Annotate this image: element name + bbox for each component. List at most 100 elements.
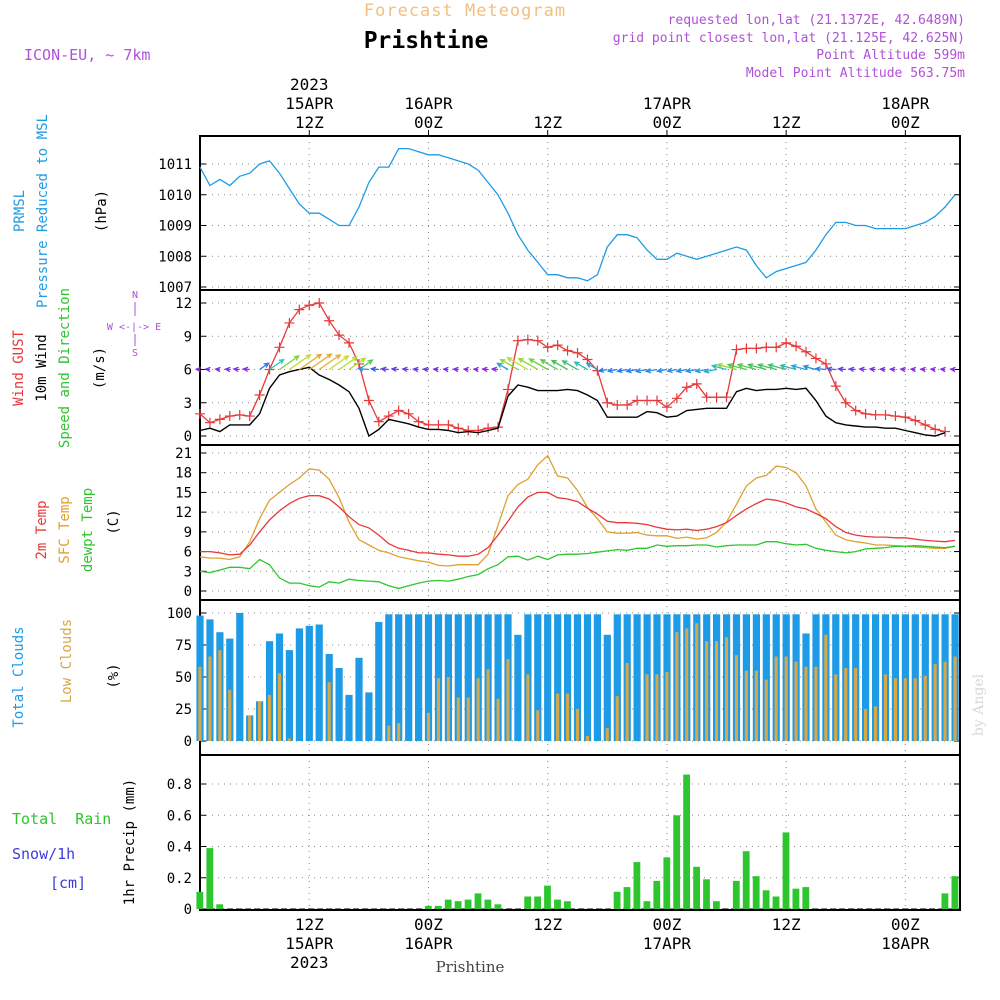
low-cloud-bar — [665, 671, 669, 741]
wind-direction-arrow — [949, 366, 956, 373]
total-cloud-bar — [375, 622, 383, 741]
gust-marker — [840, 397, 851, 408]
total-cloud-bar — [454, 614, 462, 741]
wind-ylabels: Wind GUST 10m Wind Speed and Direction (… — [11, 288, 161, 448]
total-cloud-bar — [762, 614, 770, 741]
gust-marker — [651, 395, 662, 406]
rain-bar — [673, 815, 681, 910]
total-cloud-bar — [236, 613, 244, 741]
wind-direction-arrow — [837, 366, 846, 372]
gust-marker — [612, 399, 623, 410]
low-cloud-bar — [814, 666, 818, 741]
rain-bar — [732, 880, 740, 909]
temperature-panel: 0 3 6 9 12 15 18 21 — [175, 444, 961, 601]
gust-marker — [661, 402, 672, 413]
total-cloud-bar — [514, 634, 522, 741]
gust-marker — [552, 340, 563, 351]
total-cloud-bar — [285, 650, 293, 741]
wind-direction-arrow — [585, 362, 598, 371]
wind-direction-arrow — [814, 366, 826, 372]
total-clouds-label: Total Clouds — [11, 626, 27, 727]
wind-direction-arrow — [411, 366, 419, 373]
low-cloud-bar — [675, 632, 679, 741]
gust-marker — [820, 358, 831, 369]
gust-marker — [890, 411, 901, 422]
footer-location: Prishtine — [436, 958, 505, 976]
total-cloud-bar — [395, 614, 403, 741]
gust-marker — [701, 392, 712, 403]
low-cloud-bar — [784, 656, 788, 741]
gust-marker — [850, 405, 861, 416]
top-time-label: 12Z — [533, 113, 562, 132]
wind-direction-arrow — [909, 366, 917, 373]
total-cloud-bar — [385, 614, 393, 741]
low-cloud-bar — [526, 674, 530, 741]
wind-direction-arrow — [432, 366, 439, 373]
total-cloud-bar — [901, 614, 909, 741]
wind-direction-arrow — [644, 367, 658, 374]
gust-marker — [771, 342, 782, 353]
y-tick-label: 12 — [175, 505, 192, 521]
y-tick-label: 0.2 — [167, 871, 192, 887]
total-cloud-bar — [593, 614, 601, 741]
total-cloud-bar — [862, 614, 870, 741]
gust-marker — [940, 426, 951, 437]
model-point-altitude: Model Point Altitude 563.75m — [746, 66, 965, 81]
rain-bar — [633, 862, 641, 909]
wind-direction-arrow — [298, 353, 323, 371]
y-tick-label: 15 — [175, 485, 192, 501]
gust-marker — [502, 384, 513, 395]
rain-bar — [802, 887, 810, 909]
rain-bar — [752, 876, 760, 909]
wind-direction-arrow — [356, 366, 369, 372]
gust-marker — [314, 298, 325, 308]
wind-direction-arrow — [481, 366, 489, 373]
bottom-time-label: 17APR — [643, 934, 692, 953]
low-cloud-bar — [277, 673, 281, 741]
gust-marker — [373, 416, 384, 427]
y-tick-label: 1009 — [158, 219, 192, 235]
rain-bar — [792, 888, 800, 909]
low-cloud-bar — [794, 661, 798, 741]
y-tick-label: 75 — [175, 638, 192, 654]
rain-bar — [424, 905, 432, 909]
low-cloud-bar — [734, 655, 738, 741]
gust-marker — [214, 414, 225, 425]
rain-bar — [663, 857, 671, 909]
panel-frame — [199, 289, 961, 446]
total-cloud-bar — [464, 614, 472, 741]
y-tick-label: 12 — [175, 296, 192, 312]
rain-bar — [554, 899, 561, 909]
low-cloud-bar — [208, 656, 212, 741]
gust-marker — [781, 337, 792, 348]
low-cloud-bar — [913, 678, 917, 741]
wind-direction-arrow — [606, 367, 618, 374]
low-cloud-bar — [804, 666, 808, 741]
bottom-time-label: 00Z — [652, 915, 681, 934]
low-cloud-bar — [933, 664, 937, 741]
y-tick-label: 1008 — [158, 249, 192, 265]
wind-direction-arrow — [328, 355, 350, 371]
prmsl-unit-label: (hPa) — [94, 190, 110, 232]
gust-marker — [721, 392, 732, 403]
top-time-label: 15APR — [285, 94, 334, 113]
low-cloud-bar — [744, 670, 748, 741]
panel-frame — [199, 754, 961, 911]
bottom-time-label: 15APR — [285, 934, 334, 953]
total-cloud-bar — [564, 614, 572, 741]
wind-direction-arrow — [746, 363, 767, 371]
low-cloud-bar — [605, 728, 609, 741]
wind-direction-arrow — [847, 366, 856, 373]
bottom-time-label: 16APR — [404, 934, 453, 953]
chart-title-top: Forecast Meteogram — [364, 1, 566, 21]
gust-marker — [363, 395, 374, 406]
low-cloud-bar — [695, 623, 699, 741]
y-tick-label: 6 — [184, 545, 192, 561]
bottom-time-label: 18APR — [881, 934, 930, 953]
gust-marker — [254, 389, 265, 400]
low-cloud-bar — [844, 668, 848, 741]
rain-bar — [713, 901, 720, 909]
low-cloud-bar — [506, 659, 510, 741]
y-tick-label: 6 — [184, 363, 192, 379]
gust-marker — [791, 341, 802, 352]
